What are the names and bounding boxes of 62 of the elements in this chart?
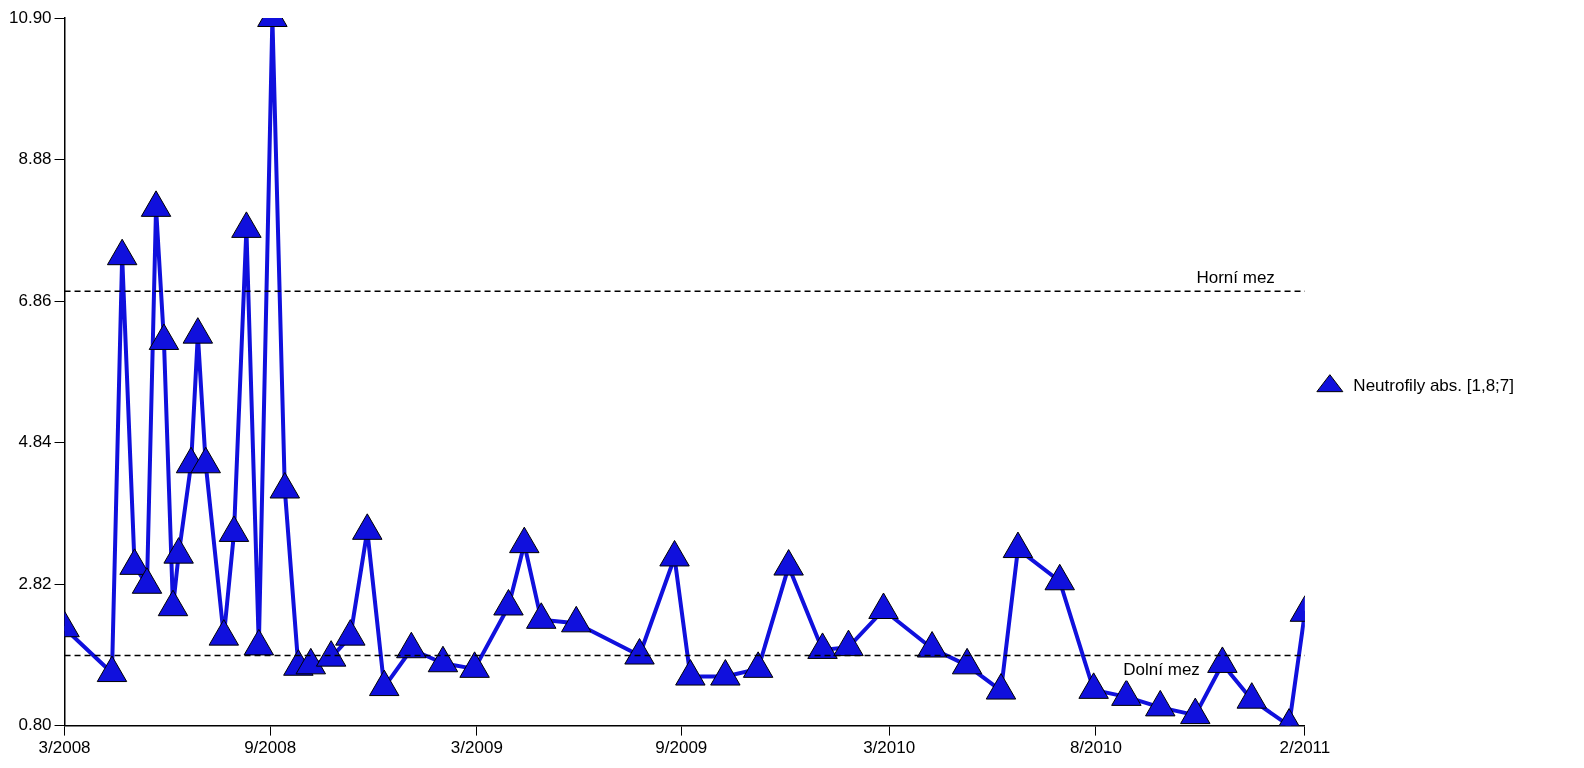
- x-tick-label: 3/2009: [450, 738, 503, 758]
- point: [807, 632, 838, 659]
- point: [916, 631, 948, 658]
- point: [985, 673, 1017, 700]
- point: [742, 651, 774, 678]
- point: [710, 659, 741, 686]
- point: [231, 211, 262, 238]
- point: [208, 619, 240, 646]
- point: [96, 655, 128, 683]
- point: [396, 631, 427, 659]
- y-tick-label: 2.82: [18, 573, 52, 593]
- point: [295, 647, 327, 675]
- point: [951, 647, 983, 675]
- y-tick-label: 8.88: [18, 149, 52, 169]
- point: [868, 592, 899, 619]
- point: [1044, 563, 1075, 591]
- point: [335, 619, 366, 646]
- point: [659, 539, 690, 567]
- point: [1236, 682, 1267, 709]
- y-tick-label: 0.80: [18, 715, 52, 735]
- point: [163, 537, 194, 564]
- point: [106, 238, 138, 266]
- point: [773, 549, 804, 576]
- point: [1002, 531, 1034, 559]
- y-tick-label: 4.84: [18, 432, 52, 452]
- point: [561, 605, 592, 633]
- point: [509, 526, 540, 554]
- x-tick-label: 9/2009: [655, 738, 708, 758]
- point: [315, 640, 347, 667]
- point: [675, 659, 706, 686]
- point: [269, 472, 301, 499]
- x-tick-label: 3/2008: [38, 738, 91, 758]
- ref-line-label: Dolní mez: [1123, 659, 1200, 679]
- x-tick-label: 3/2010: [863, 738, 916, 758]
- x-tick-label: 9/2008: [244, 738, 297, 758]
- point: [1145, 689, 1176, 717]
- point: [218, 515, 250, 542]
- point: [493, 589, 524, 616]
- ref-line-label: Horní mez: [1196, 268, 1275, 288]
- point: [833, 629, 864, 657]
- point: [369, 669, 400, 697]
- point: [1207, 646, 1238, 673]
- point: [140, 190, 172, 217]
- y-tick-label: 6.86: [18, 290, 52, 310]
- point: [1078, 672, 1109, 699]
- point: [427, 645, 459, 673]
- y-tick-label: 10.90: [8, 7, 52, 27]
- point: [459, 651, 490, 678]
- point: [243, 628, 275, 656]
- legend-label: Neutrofily abs. [1,8;7]: [1353, 375, 1514, 395]
- point: [1111, 679, 1142, 706]
- point: [1180, 697, 1211, 725]
- point: [182, 317, 214, 344]
- point: [190, 446, 221, 474]
- point: [352, 513, 383, 540]
- point: [157, 589, 189, 617]
- point: [148, 323, 180, 350]
- point: [526, 602, 557, 629]
- x-tick-label: 8/2010: [1069, 738, 1122, 758]
- x-tick-label: 2/2011: [1279, 738, 1331, 758]
- point: [624, 638, 655, 665]
- point: [131, 567, 163, 594]
